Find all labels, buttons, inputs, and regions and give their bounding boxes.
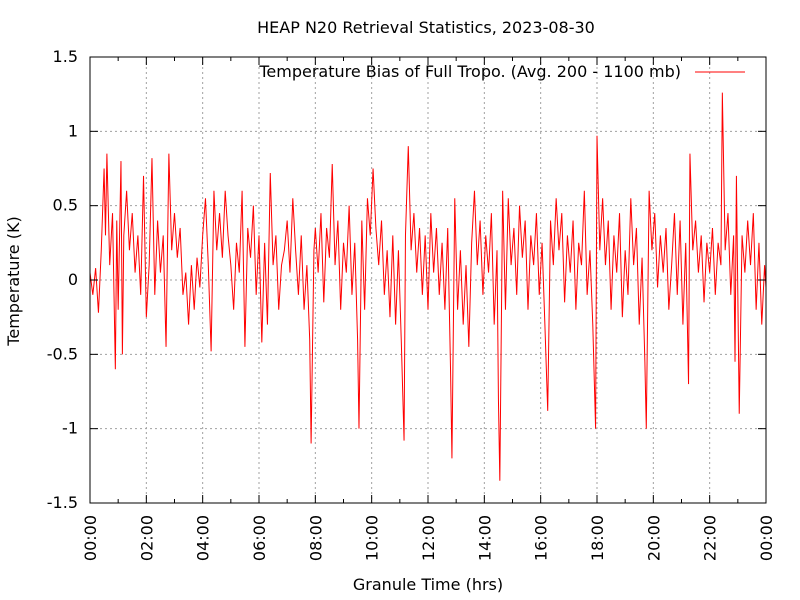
x-axis-label: Granule Time (hrs)	[353, 575, 503, 594]
y-tick-label: -1	[62, 419, 78, 438]
y-tick-label: -0.5	[47, 344, 78, 363]
series-layer	[89, 92, 767, 481]
y-tick-label: 0.5	[53, 196, 78, 215]
grid	[90, 57, 766, 503]
series-line	[89, 92, 767, 481]
ticks: -1.5 -1 -0.5 0 0.5 1 1.5 00:00 02:00 04:00 06:00 08…	[47, 47, 776, 561]
x-tick-label: 04:00	[194, 515, 213, 561]
x-tick-label: 06:00	[250, 515, 269, 561]
x-tick-label: 02:00	[137, 515, 156, 561]
legend-label: Temperature Bias of Full Tropo. (Avg. 20…	[258, 62, 681, 81]
x-tick-label: 08:00	[306, 515, 325, 561]
y-tick-label: 0	[68, 270, 78, 289]
legend: Temperature Bias of Full Tropo. (Avg. 20…	[258, 62, 745, 81]
x-tick-label: 20:00	[644, 515, 663, 561]
x-tick-label: 22:00	[701, 515, 720, 561]
chart-title: HEAP N20 Retrieval Statistics, 2023-08-3…	[257, 18, 595, 37]
x-tick-label: 18:00	[588, 515, 607, 561]
x-tick-label: 12:00	[419, 515, 438, 561]
x-tick-label: 16:00	[532, 515, 551, 561]
x-tick-label: 00:00	[757, 515, 776, 561]
y-tick-label: 1	[68, 121, 78, 140]
y-tick-label: 1.5	[53, 47, 78, 66]
y-tick-label: -1.5	[47, 493, 78, 512]
x-tick-label: 14:00	[475, 515, 494, 561]
x-tick-label: 00:00	[81, 515, 100, 561]
y-axis-label: Temperature (K)	[4, 216, 23, 346]
x-tick-label: 10:00	[363, 515, 382, 561]
